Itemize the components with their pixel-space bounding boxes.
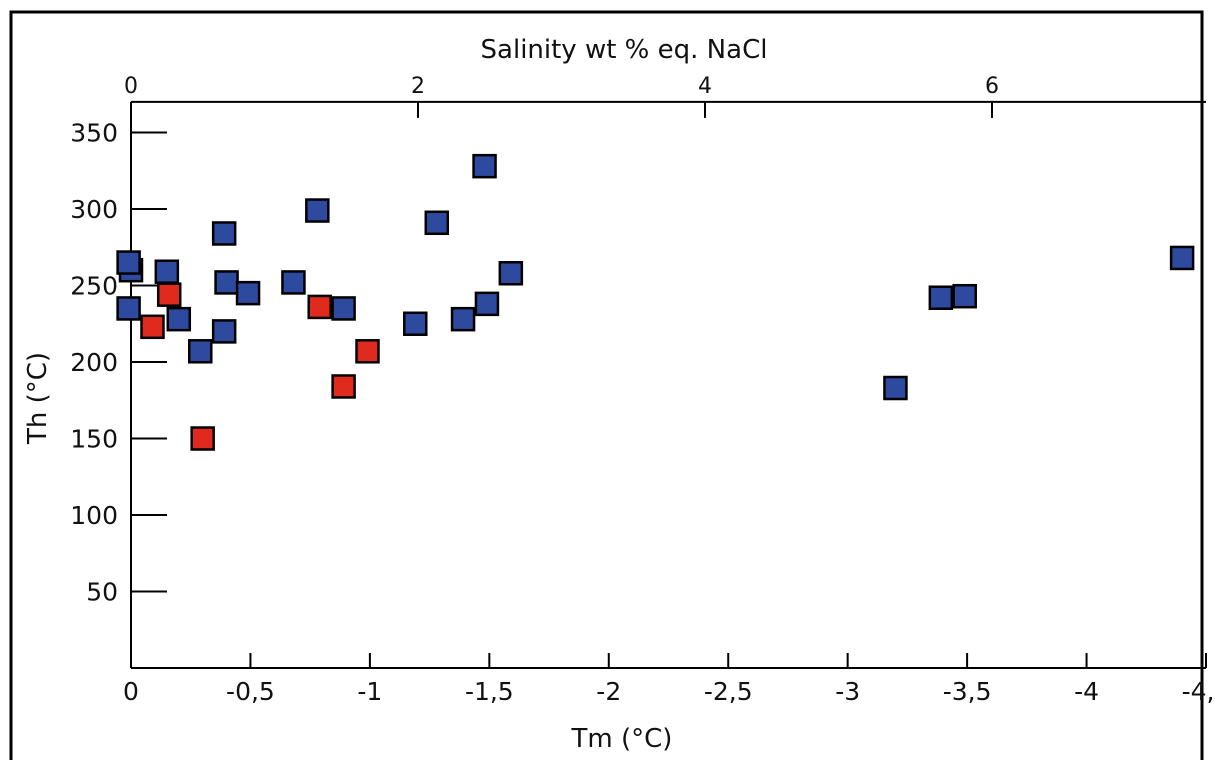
x-tick-label: -3,5: [943, 677, 992, 706]
y-tick-label: 300: [70, 195, 118, 224]
data-point-red: [331, 374, 356, 399]
x-tick-label: -2,5: [704, 677, 753, 706]
data-point-blue: [331, 296, 356, 321]
axes: 0 -0,5 -1 -1,5 -2 -2,5 -3 -3,5 -4 -4,5 50 100 150 200…: [70, 74, 1215, 706]
y-tick-label: 350: [70, 119, 118, 148]
y-axis-title: Th (°C): [23, 352, 53, 445]
data-point-blue: [154, 259, 180, 284]
data-point-blue: [883, 375, 908, 401]
data-point-red: [307, 294, 332, 320]
data-point-blue: [403, 311, 428, 336]
data-point-blue: [116, 296, 141, 321]
data-point-blue: [188, 339, 213, 364]
data-point-blue: [928, 285, 954, 310]
top-x-axis-title: Salinity wt % eq. NaCl: [481, 35, 768, 65]
data-point-blue: [116, 250, 141, 275]
data-point-blue: [305, 198, 330, 223]
data-point-blue: [1169, 245, 1195, 271]
top-x-tick-label: 4: [698, 74, 712, 99]
data-point-red: [355, 339, 380, 364]
data-point-blue: [952, 283, 977, 309]
data-point-red: [140, 314, 165, 340]
data-point-blue: [211, 319, 237, 344]
data-point-blue: [211, 221, 237, 246]
top-x-tick-label: 2: [411, 74, 425, 99]
y-tick-label: 50: [86, 578, 118, 607]
y-tick-label: 250: [70, 272, 118, 301]
x-tick-label: -1,5: [465, 677, 514, 706]
x-tick-label: -3: [835, 677, 860, 706]
data-point-blue: [498, 261, 524, 286]
y-tick-label: 100: [70, 501, 118, 530]
x-tick-label: -4,5: [1182, 677, 1215, 706]
x-tick-label: -0,5: [226, 677, 275, 706]
data-point-blue: [474, 291, 500, 317]
y-tick-label: 150: [70, 425, 118, 454]
data-point-red: [190, 426, 215, 451]
x-tick-label: 0: [123, 677, 139, 706]
x-tick-label: -2: [596, 677, 621, 706]
data-point-blue: [281, 270, 306, 295]
x-tick-label: -1: [357, 677, 382, 706]
data-point-red: [156, 282, 182, 307]
x-tick-label: -4: [1074, 677, 1099, 706]
plot-frame: [9, 10, 1204, 764]
data-point-blue: [214, 270, 239, 295]
data-point-blue: [450, 306, 476, 332]
data-point-blue: [472, 153, 497, 179]
data-point-blue: [235, 280, 261, 306]
data-point-blue: [424, 210, 450, 236]
x-axis-title: Tm (°C): [571, 724, 673, 754]
y-tick-label: 200: [70, 348, 118, 377]
data-points: [116, 153, 1195, 451]
data-point-blue: [166, 306, 192, 332]
top-x-tick-label: 0: [124, 74, 138, 99]
top-x-tick-label: 6: [985, 74, 999, 99]
